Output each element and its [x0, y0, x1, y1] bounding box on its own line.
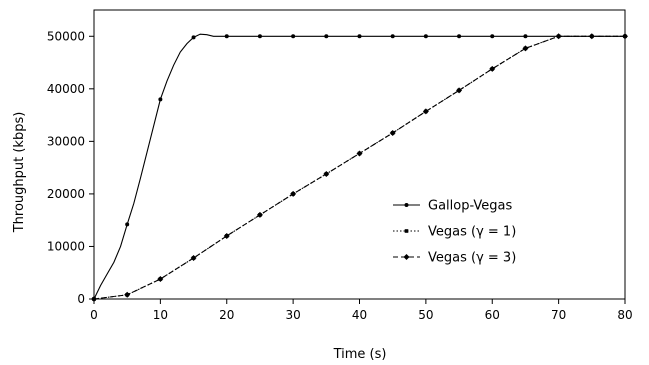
- x-tick-label: 10: [153, 308, 168, 322]
- x-tick-label: 60: [485, 308, 500, 322]
- data-point: [457, 34, 462, 39]
- data-point: [456, 87, 463, 94]
- y-tick-label: 40000: [47, 82, 85, 96]
- legend-label: Vegas (γ = 3): [428, 251, 516, 266]
- x-tick-label: 70: [551, 308, 566, 322]
- x-tick-label: 30: [285, 308, 300, 322]
- x-axis-label: Time (s): [333, 347, 387, 362]
- data-point: [191, 35, 196, 40]
- legend-label: Vegas (γ = 1): [428, 225, 516, 240]
- data-point: [489, 65, 496, 72]
- y-tick-label: 0: [77, 292, 85, 306]
- data-point: [157, 276, 164, 283]
- data-point: [224, 34, 229, 39]
- y-tick-label: 20000: [47, 187, 85, 201]
- data-point: [522, 45, 529, 52]
- data-point: [158, 97, 163, 102]
- data-point: [291, 34, 296, 39]
- axes: 0 10 20 30 40 50 60 70 80 0 10000 20000 30000 40000 50…: [47, 29, 633, 322]
- data-point: [422, 108, 429, 115]
- x-tick-label: 20: [219, 308, 234, 322]
- data-point: [290, 190, 297, 197]
- data-point: [589, 34, 594, 39]
- series-2: [91, 33, 628, 302]
- legend-label: Gallop-Vegas: [428, 199, 512, 214]
- data-point: [256, 211, 263, 218]
- data-point: [124, 291, 131, 298]
- series-line: [93, 33, 625, 300]
- data-point: [190, 255, 197, 262]
- data-point: [423, 34, 428, 39]
- data-point: [125, 222, 130, 227]
- data-point: [490, 34, 495, 39]
- series-line: [93, 35, 625, 300]
- y-tick-label: 50000: [47, 29, 85, 43]
- legend-entry-2: Vegas (γ = 3): [393, 251, 516, 266]
- legend-marker: [404, 203, 409, 207]
- data-point: [324, 34, 329, 39]
- x-tick-label: 80: [617, 308, 632, 322]
- series-line: [93, 35, 625, 300]
- series-1: [92, 34, 627, 301]
- data-point: [357, 34, 362, 39]
- x-tick-label: 40: [352, 308, 367, 322]
- x-tick-label: 0: [90, 308, 98, 322]
- legend: Gallop-Vegas Vegas (γ = 1) Vegas (γ = 3): [393, 199, 516, 266]
- data-point: [356, 150, 363, 157]
- data-point: [323, 170, 330, 177]
- data-point: [623, 34, 627, 39]
- data-point: [257, 34, 262, 39]
- legend-marker: [403, 254, 410, 260]
- x-tick-label: 50: [418, 308, 433, 322]
- series-0: [92, 33, 627, 301]
- legend-marker: [404, 229, 409, 233]
- data-point: [523, 34, 528, 39]
- y-axis-label: Throughput (kbps): [12, 112, 27, 234]
- y-tick-label: 30000: [47, 134, 85, 148]
- data-point: [390, 34, 395, 39]
- legend-entry-0: Gallop-Vegas: [393, 199, 512, 214]
- legend-entry-1: Vegas (γ = 1): [393, 225, 516, 240]
- series-layer: [91, 33, 628, 302]
- data-point: [556, 34, 561, 39]
- data-point: [223, 232, 230, 239]
- data-point: [389, 129, 396, 136]
- y-tick-label: 10000: [47, 239, 85, 253]
